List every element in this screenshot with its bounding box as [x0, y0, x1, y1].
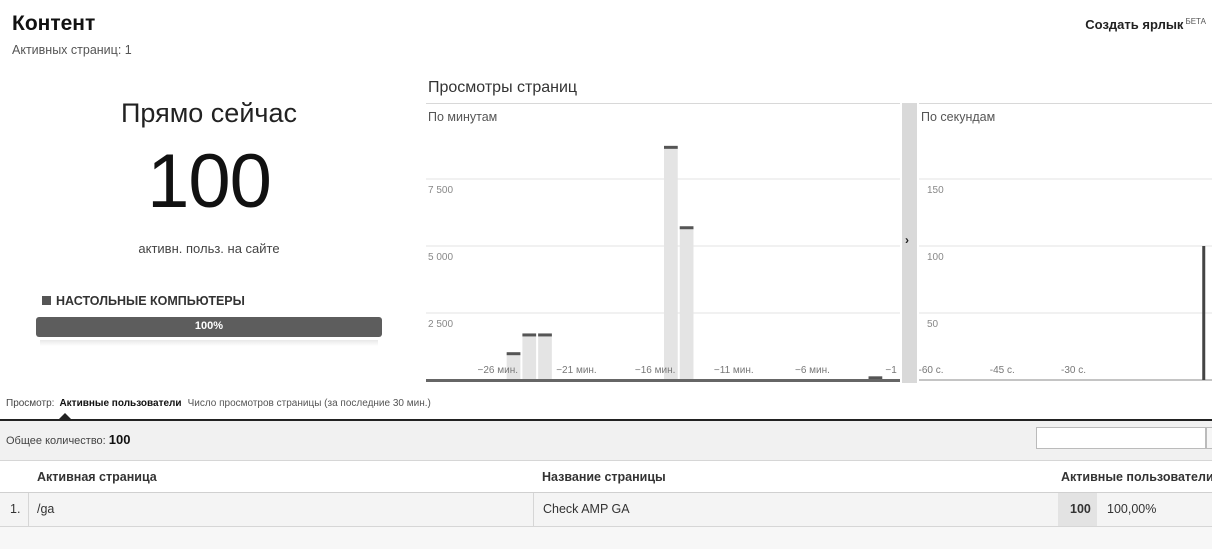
- col-active-users[interactable]: Активные пользователи: [1061, 470, 1212, 484]
- tab-pageviews-30min[interactable]: Число просмотров страницы (за последние …: [187, 398, 431, 409]
- x-tick-label: −11 мин.: [714, 365, 754, 376]
- y-tick-label: 100: [927, 252, 944, 263]
- table-footer: [0, 527, 1212, 549]
- x-tick-label: -45 с.: [990, 365, 1015, 376]
- row-percent: 100,00%: [1107, 502, 1157, 516]
- per-minute-label: По минутам: [428, 110, 498, 124]
- cell-divider: [533, 493, 534, 526]
- row-index: 1.: [10, 502, 21, 516]
- active-users-description: активн. польз. на сайте: [138, 241, 280, 256]
- x-tick-label: −26 мин.: [478, 365, 519, 376]
- device-share-bar: 100%: [36, 317, 382, 337]
- cell-divider: [28, 493, 29, 526]
- row-count-cell: [1058, 493, 1097, 526]
- minute-bar: [679, 227, 694, 380]
- device-legend: Настольные компьютеры: [42, 294, 245, 308]
- summary-row: Общее количество: 100: [0, 421, 1212, 461]
- device-label: Настольные компьютеры: [56, 294, 245, 308]
- per-second-chart: По секундам 50 100 150 -60 с. -45 с. -30 с.: [919, 103, 1212, 383]
- table-header: Активная страница Название страницы Акти…: [0, 461, 1212, 493]
- row-count: 100: [1070, 502, 1091, 516]
- x-tick-label: -30 с.: [1061, 365, 1086, 376]
- x-tick-label: −6 мин.: [795, 365, 830, 376]
- tab-active-users[interactable]: Активные пользователи: [59, 398, 182, 409]
- y-tick-label: 5 000: [428, 252, 453, 263]
- right-now-label: Прямо сейчас: [120, 98, 297, 128]
- y-tick-label: 2 500: [428, 319, 453, 330]
- total-label: Общее количество:: [6, 435, 106, 447]
- y-tick-label: 150: [927, 185, 944, 196]
- minute-bar-cap: [538, 333, 552, 337]
- minute-bar-cap: [506, 352, 521, 356]
- y-tick-label: 7 500: [428, 185, 453, 196]
- page-title: Контент: [12, 12, 96, 35]
- per-second-label: По секундам: [921, 110, 996, 124]
- view-switch: Просмотр: Активные пользователи Число прос…: [6, 398, 431, 409]
- minute-bar: [538, 334, 552, 380]
- minute-bar-cap: [679, 226, 694, 230]
- device-share-percent: 100%: [194, 320, 224, 332]
- minute-bar: [664, 146, 678, 380]
- filter-button[interactable]: [1206, 427, 1212, 449]
- minute-bar: [506, 353, 521, 380]
- per-second-chart-svg: 50 100 150 -60 с. -45 с. -30 с.: [919, 178, 1212, 381]
- chevron-right-icon[interactable]: ›: [905, 233, 909, 247]
- view-prefix: Просмотр:: [6, 398, 55, 409]
- table-row: 1. /ga Check AMP GA 100 100,00%: [0, 493, 1212, 527]
- shortcut-label[interactable]: Создать ярлык: [1085, 17, 1184, 32]
- create-shortcut-link[interactable]: Создать ярлык БЕТА: [1085, 17, 1206, 32]
- x-tick-label: −1: [885, 365, 897, 376]
- active-users-value: 100: [147, 139, 272, 224]
- section-divider: [0, 419, 1212, 421]
- x-tick-label: −21 мин.: [556, 365, 597, 376]
- active-tab-caret-icon: [59, 413, 71, 419]
- row-page-title: Check AMP GA: [543, 502, 630, 516]
- baseline: [426, 379, 900, 382]
- legend-square-icon: [42, 296, 51, 305]
- y-tick-label: 50: [927, 319, 939, 330]
- x-tick-label: -60 с.: [919, 365, 944, 376]
- per-minute-chart: По минутам 2 500 5 000 7 500 −26 мин. −21 ми…: [426, 103, 900, 383]
- col-active-page[interactable]: Активная страница: [37, 470, 157, 484]
- chart-splitter[interactable]: ›: [902, 103, 917, 383]
- filter-input[interactable]: [1036, 427, 1206, 449]
- device-bar-shadow: [40, 340, 378, 346]
- minute-bar-cap: [522, 333, 537, 337]
- active-pages-count: Активных страниц: 1: [12, 43, 132, 57]
- pageviews-title: Просмотры страниц: [428, 79, 578, 96]
- minute-bar: [522, 334, 537, 380]
- minute-bar-cap: [664, 145, 678, 149]
- per-minute-chart-svg: 2 500 5 000 7 500 −26 мин. −21 мин. −16 мин. −…: [426, 145, 900, 382]
- total-count: Общее количество: 100: [6, 432, 131, 447]
- beta-badge: БЕТА: [1185, 17, 1206, 26]
- total-value: 100: [108, 432, 131, 447]
- col-page-title[interactable]: Название страницы: [542, 470, 666, 484]
- minute-bar-cap: [868, 376, 883, 380]
- x-tick-label: −16 мин.: [635, 365, 676, 376]
- row-page-link[interactable]: /ga: [37, 502, 55, 516]
- second-bar: [1202, 246, 1206, 380]
